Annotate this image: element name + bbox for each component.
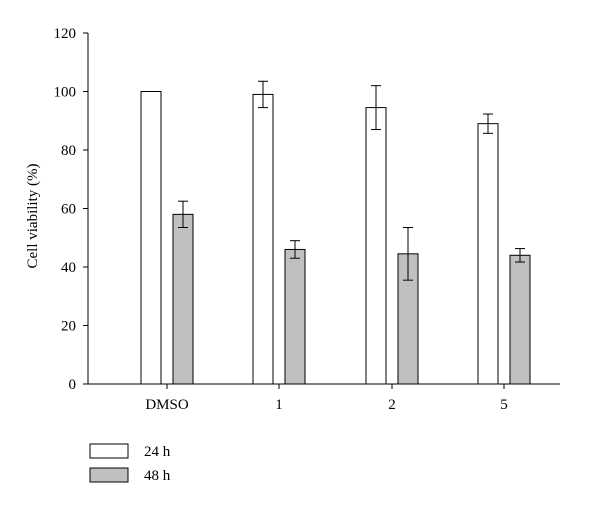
y-tick-label: 0 (69, 377, 77, 393)
y-tick-label: 80 (61, 143, 76, 159)
bar-24h-1 (252, 93, 274, 385)
legend-swatch (89, 467, 129, 483)
legend-swatch (89, 443, 129, 459)
error-bar (371, 85, 381, 131)
error-bar (515, 248, 525, 263)
x-tick-label: 2 (388, 397, 396, 413)
error-bar (258, 80, 268, 109)
y-axis-title: Cell viability (%) (25, 164, 41, 269)
y-tick-label: 100 (54, 85, 77, 101)
y-tick-label: 20 (61, 319, 76, 335)
y-tick-label: 60 (61, 202, 76, 218)
x-tick-label: DMSO (145, 397, 189, 413)
error-bar (290, 240, 300, 259)
error-bar (403, 227, 413, 281)
error-bar (483, 113, 493, 134)
x-axis: DMSO 1 2 5 (88, 383, 560, 413)
error-bar (178, 200, 188, 229)
y-tick-label: 40 (61, 260, 76, 276)
bar-24h-5 (477, 123, 499, 385)
x-tick-label: 1 (275, 397, 283, 413)
bar-24h-2 (365, 107, 387, 385)
bar-48h-dmso (172, 213, 194, 385)
x-tick-label: 5 (500, 397, 508, 413)
y-tick-label: 120 (54, 26, 77, 42)
bar-24h-dmso (140, 91, 162, 385)
legend: 24 h 48 h (89, 443, 171, 484)
y-axis: 0 20 40 60 80 100 120 (54, 26, 89, 393)
bar-48h-1 (284, 248, 306, 385)
legend-label: 48 h (144, 468, 171, 484)
bar-48h-5 (509, 254, 531, 385)
legend-label: 24 h (144, 444, 171, 460)
